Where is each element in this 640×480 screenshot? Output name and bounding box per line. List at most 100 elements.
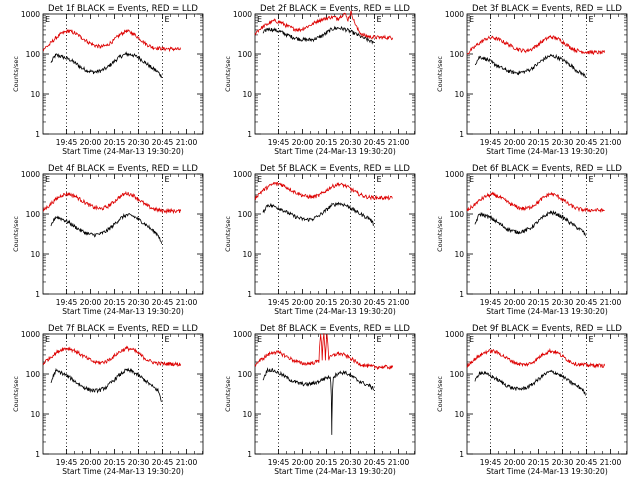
y-tick-label: 10 xyxy=(242,90,252,99)
marker-label-left: E xyxy=(469,335,474,344)
series-line-events xyxy=(474,53,586,78)
x-tick-label: 20:45 xyxy=(364,458,386,467)
series-line-events xyxy=(50,213,162,244)
x-tick-label: 19:45 xyxy=(56,298,78,307)
x-tick-label: 20:45 xyxy=(576,458,598,467)
y-axis-label: Counts/sec xyxy=(436,376,444,412)
y-tick-label: 100 xyxy=(238,370,253,379)
panel-title: Det 8f BLACK = Events, RED = LLD xyxy=(260,324,410,334)
series-line-events xyxy=(474,209,586,237)
y-tick-label: 1 xyxy=(247,130,252,139)
y-tick-label: 10 xyxy=(30,250,40,259)
x-tick-label: 20:00 xyxy=(292,298,314,307)
x-tick-label: 19:45 xyxy=(268,298,290,307)
y-tick-label: 100 xyxy=(26,210,41,219)
plot-frame xyxy=(254,13,416,135)
y-tick-label: 1000 xyxy=(21,10,40,19)
x-tick-label: 20:45 xyxy=(364,298,386,307)
marker-label-left: E xyxy=(45,335,50,344)
marker-label-right: E xyxy=(165,335,170,344)
x-tick-label: 21:00 xyxy=(600,298,622,307)
panel-det-8: Det 8f BLACK = Events, RED = LLD 1 10 100 10… xyxy=(224,324,416,476)
series-line-lld xyxy=(42,28,181,53)
plot-frame xyxy=(466,13,628,135)
series-line-lld xyxy=(466,347,605,369)
x-tick-label: 21:00 xyxy=(600,458,622,467)
panel-det-2: Det 2f BLACK = Events, RED = LLD 1 10 100 10… xyxy=(224,4,416,156)
y-tick-label: 10 xyxy=(454,250,464,259)
marker-label-left: E xyxy=(257,15,262,24)
y-tick-label: 1000 xyxy=(233,330,252,339)
y-tick-label: 1 xyxy=(247,290,252,299)
x-tick-label: 20:30 xyxy=(128,458,150,467)
y-axis-label: Counts/sec xyxy=(224,376,232,412)
x-tick-label: 19:45 xyxy=(56,138,78,147)
marker-label-right: E xyxy=(377,15,382,24)
y-axis-label: Counts/sec xyxy=(436,56,444,92)
y-axis-label: Counts/sec xyxy=(436,216,444,252)
y-tick-label: 1 xyxy=(35,290,40,299)
x-tick-label: 20:15 xyxy=(104,458,126,467)
marker-label-right: E xyxy=(589,335,594,344)
plot-frame xyxy=(466,173,628,295)
y-tick-label: 1000 xyxy=(445,170,464,179)
y-tick-label: 1 xyxy=(459,290,464,299)
y-tick-label: 10 xyxy=(454,90,464,99)
panel-title: Det 4f BLACK = Events, RED = LLD xyxy=(48,164,198,174)
x-axis-label: Start Time (24-Mar-13 19:30:20) xyxy=(62,467,184,476)
y-tick-label: 1000 xyxy=(21,330,40,339)
y-tick-label: 100 xyxy=(450,370,465,379)
x-tick-label: 20:30 xyxy=(128,298,150,307)
x-tick-label: 21:00 xyxy=(388,458,410,467)
x-tick-label: 20:45 xyxy=(152,458,174,467)
y-tick-label: 1000 xyxy=(233,170,252,179)
panel-title: Det 6f BLACK = Events, RED = LLD xyxy=(472,164,622,174)
marker-label-right: E xyxy=(589,15,594,24)
y-tick-label: 1000 xyxy=(445,10,464,19)
panel-title: Det 3f BLACK = Events, RED = LLD xyxy=(472,4,622,14)
x-tick-label: 20:00 xyxy=(504,138,526,147)
y-tick-label: 100 xyxy=(26,370,41,379)
panel-det-1: Det 1f BLACK = Events, RED = LLD 1 10 100 10… xyxy=(12,4,204,156)
x-tick-label: 20:30 xyxy=(340,138,362,147)
panel-title: Det 2f BLACK = Events, RED = LLD xyxy=(260,4,410,14)
x-tick-label: 20:15 xyxy=(528,298,550,307)
panel-title: Det 1f BLACK = Events, RED = LLD xyxy=(48,4,198,14)
marker-label-right: E xyxy=(589,175,594,184)
x-tick-label: 20:30 xyxy=(340,298,362,307)
y-tick-label: 1 xyxy=(35,450,40,459)
x-tick-label: 20:45 xyxy=(364,138,386,147)
x-tick-label: 21:00 xyxy=(176,298,198,307)
marker-label-right: E xyxy=(165,175,170,184)
x-tick-label: 19:45 xyxy=(56,458,78,467)
x-tick-label: 20:30 xyxy=(340,458,362,467)
x-tick-label: 20:15 xyxy=(528,138,550,147)
panel-det-3: Det 3f BLACK = Events, RED = LLD 1 10 100 10… xyxy=(436,4,628,156)
y-tick-label: 1 xyxy=(247,450,252,459)
y-tick-label: 1000 xyxy=(233,10,252,19)
y-axis-label: Counts/sec xyxy=(12,376,20,412)
x-tick-label: 20:00 xyxy=(80,458,102,467)
y-axis-label: Counts/sec xyxy=(12,56,20,92)
y-tick-label: 100 xyxy=(26,50,41,59)
y-tick-label: 1 xyxy=(35,130,40,139)
x-tick-label: 20:45 xyxy=(576,138,598,147)
y-tick-label: 1000 xyxy=(21,170,40,179)
x-tick-label: 19:45 xyxy=(480,458,502,467)
x-tick-label: 20:30 xyxy=(552,298,574,307)
panel-det-4: Det 4f BLACK = Events, RED = LLD 1 10 100 10… xyxy=(12,164,204,316)
x-tick-label: 20:00 xyxy=(504,298,526,307)
marker-label-right: E xyxy=(377,335,382,344)
y-tick-label: 1000 xyxy=(445,330,464,339)
series-line-lld xyxy=(42,345,181,368)
x-tick-label: 19:45 xyxy=(268,138,290,147)
x-tick-label: 20:00 xyxy=(80,138,102,147)
x-tick-label: 20:00 xyxy=(504,458,526,467)
y-axis-label: Counts/sec xyxy=(12,216,20,252)
y-tick-label: 100 xyxy=(450,210,465,219)
marker-label-right: E xyxy=(377,175,382,184)
x-tick-label: 20:30 xyxy=(552,138,574,147)
series-line-lld xyxy=(254,181,393,201)
series-line-lld xyxy=(466,34,605,55)
